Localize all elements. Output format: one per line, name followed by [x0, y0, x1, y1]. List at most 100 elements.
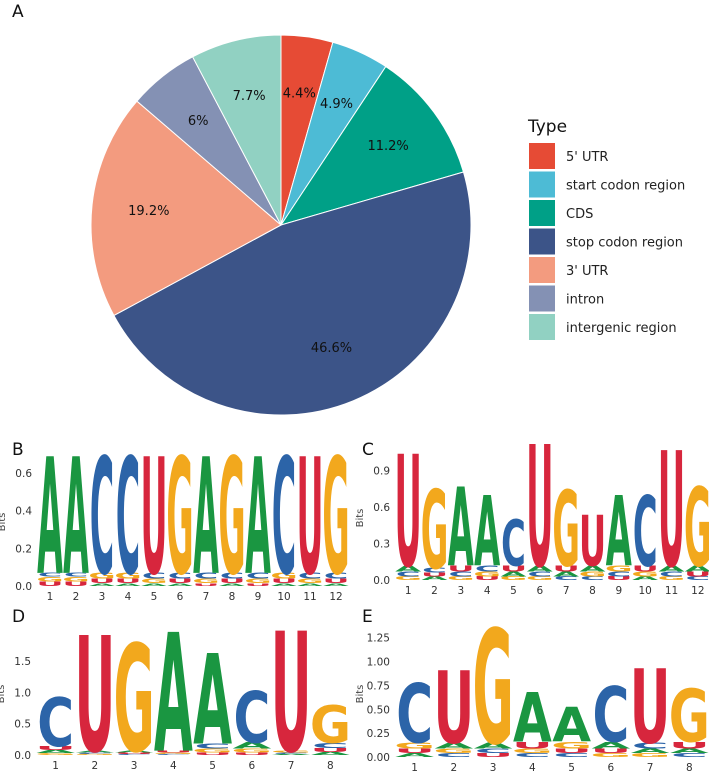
logo-letter-G: G — [433, 747, 474, 754]
legend-swatch — [529, 171, 555, 198]
logo-letter-A: A — [685, 564, 709, 574]
logo-letter-A: A — [552, 699, 591, 753]
logo-letter-C: C — [155, 753, 192, 755]
logo-letter-U: U — [658, 419, 685, 603]
logo-letter-A: A — [658, 564, 684, 574]
logo-letter-U: U — [684, 570, 709, 578]
logo-letter-G: G — [35, 753, 76, 756]
logo-letter-G: G — [62, 575, 89, 583]
logo-letter-A: A — [271, 582, 298, 587]
x-tick-label: 8 — [589, 585, 596, 597]
x-tick-label: 5 — [209, 760, 216, 772]
x-tick-label: 6 — [608, 762, 615, 774]
logo-letter-C: C — [312, 742, 349, 750]
logo-letter-A: A — [421, 575, 448, 581]
logo-letter-C: C — [194, 743, 231, 751]
y-tick-label: 0.0 — [15, 581, 32, 593]
logo-letter-A: A — [37, 426, 63, 612]
logo-letter-A: A — [193, 630, 232, 774]
logo-letter-A: A — [434, 741, 473, 750]
logo-letter-A: A — [632, 575, 659, 581]
panel-label-c: C — [362, 440, 374, 460]
logo-letter-C: C — [76, 752, 113, 754]
y-tick-label: 0.3 — [373, 539, 390, 551]
x-tick-label: 4 — [170, 760, 177, 772]
logo-letter-C: C — [246, 571, 270, 580]
y-tick-label: 1.00 — [367, 657, 390, 669]
logo-letter-C: C — [324, 571, 348, 580]
x-tick-label: 5 — [151, 591, 158, 603]
x-tick-label: 7 — [288, 760, 295, 772]
x-tick-label: 2 — [431, 585, 438, 597]
logo-letter-U: U — [447, 564, 474, 574]
x-tick-label: 10 — [277, 591, 290, 603]
logo-letter-U: U — [63, 580, 90, 588]
panel-label-b: B — [12, 440, 24, 460]
logo-letter-G: G — [114, 571, 141, 580]
logo-letter-G: G — [322, 426, 349, 612]
logo-letter-A: A — [232, 741, 271, 751]
y-tick-label: 0.2 — [15, 543, 32, 555]
logo-letter-U: U — [553, 564, 580, 574]
x-tick-label: 12 — [691, 585, 704, 597]
x-tick-label: 11 — [303, 591, 316, 603]
logo-letter-U: U — [89, 577, 116, 585]
logo-letter-C: C — [422, 566, 447, 574]
logo-letter-A: A — [553, 570, 579, 578]
logo-letter-U: U — [669, 740, 709, 750]
y-tick-label: 1.0 — [14, 687, 31, 699]
logo-letter-C: C — [396, 570, 421, 578]
x-tick-label: 8 — [327, 760, 334, 772]
logo-letter-U: U — [115, 577, 142, 585]
logo-letter-G: G — [244, 577, 271, 585]
pie-legend: Type 5' UTR start codon region CDS stop cod… — [527, 117, 685, 340]
legend-swatch — [529, 285, 555, 312]
logo-letter-C: C — [632, 741, 669, 750]
logo-letter-C: C — [580, 575, 605, 581]
logo-letter-C: C — [168, 571, 192, 580]
logo-letter-U: U — [421, 572, 448, 578]
logo-letter-C: C — [435, 752, 472, 758]
panel-label-a: A — [12, 2, 24, 22]
logo-letter-G: G — [669, 674, 709, 759]
logo-letter-U: U — [271, 577, 298, 585]
x-tick-label: 2 — [73, 591, 80, 603]
logo-letter-C: C — [116, 753, 153, 755]
logo-letter-C: C — [90, 426, 114, 612]
x-tick-label: 1 — [47, 591, 54, 603]
logo-letter-G: G — [271, 750, 312, 753]
logo-letter-U: U — [35, 745, 76, 751]
legend-label: start codon region — [566, 179, 685, 194]
pie-slice — [191, 34, 282, 226]
y-tick-label: 0.6 — [15, 468, 32, 480]
y-tick-label: 0.75 — [367, 680, 390, 692]
pie-panel: A 4.4% 4.9% 11.2% 46.6% 19.2% 6% 7.7% Type 5' … — [12, 2, 685, 416]
logo-letter-C: C — [448, 570, 473, 578]
y-tick-label: 0.9 — [373, 466, 390, 478]
logo-letter-U: U — [245, 582, 272, 587]
pie-slices — [90, 34, 472, 416]
y-tick-label: 0.0 — [14, 750, 31, 762]
logo-letter-A: A — [219, 582, 246, 587]
logo-letter-G: G — [658, 575, 686, 581]
x-tick-label: 9 — [615, 585, 622, 597]
y-tick-label: 0.0 — [373, 575, 390, 587]
logo-letter-C: C — [273, 752, 310, 754]
logo-letter-U: U — [193, 582, 220, 587]
logo-letter-U: U — [114, 752, 155, 754]
y-tick-label: 0.5 — [14, 719, 31, 731]
legend-label: intergenic region — [566, 321, 677, 336]
logo-letter-U: U — [297, 426, 324, 612]
logo-letter-A: A — [474, 741, 513, 750]
logo-letter-A: A — [579, 564, 605, 574]
logo-letter-U: U — [551, 747, 592, 754]
logo-letter-U: U — [473, 752, 514, 758]
y-tick-label: 0.6 — [373, 502, 390, 514]
logo-letter-G: G — [512, 747, 553, 754]
pie-percent-label: 6% — [188, 114, 209, 129]
pie-percent-label: 7.7% — [233, 89, 266, 104]
x-tick-label: 3 — [131, 760, 138, 772]
logo-letter-G: G — [394, 741, 435, 750]
